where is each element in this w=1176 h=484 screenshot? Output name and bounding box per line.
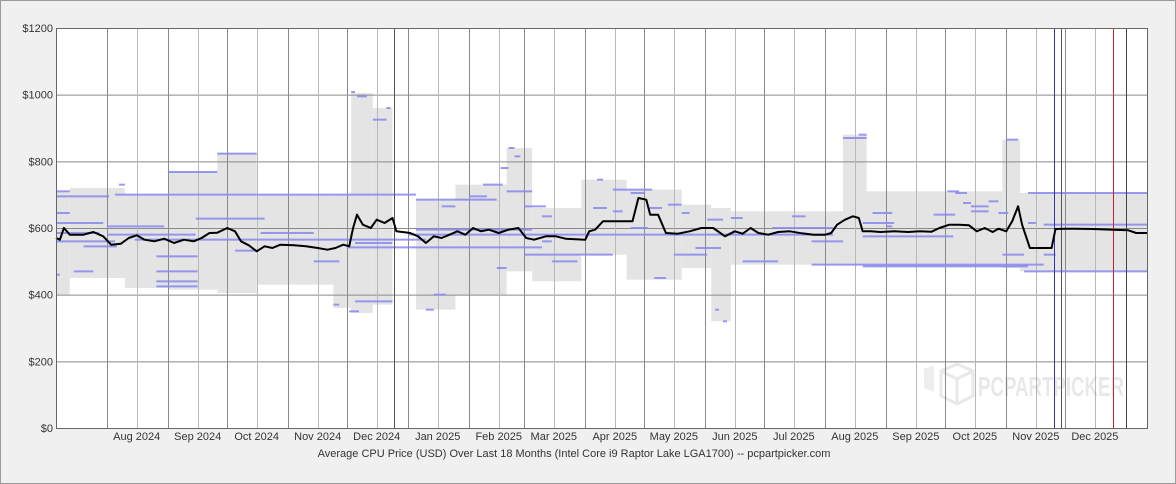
price-range-band xyxy=(506,148,533,272)
x-tick-label: Aug 2024 xyxy=(113,431,160,443)
x-tick-label: Sep 2024 xyxy=(174,431,221,443)
x-tick-label: Dec 2025 xyxy=(1071,431,1118,443)
y-tick-label: $0 xyxy=(41,423,53,435)
price-range-band xyxy=(532,208,582,282)
x-tick-label: Nov 2024 xyxy=(294,431,341,443)
price-range-band xyxy=(351,93,373,313)
watermark-wordmark: PCPARTPICKER xyxy=(978,371,1124,402)
x-tick-label: May 2025 xyxy=(650,431,698,443)
price-range-band xyxy=(416,199,456,310)
x-tick-label: Jun 2025 xyxy=(712,431,757,443)
x-tick-label: Nov 2025 xyxy=(1012,431,1059,443)
price-range-band xyxy=(124,194,169,288)
price-range-band xyxy=(168,171,218,290)
y-tick-label: $600 xyxy=(29,223,53,235)
price-range-band xyxy=(711,208,731,322)
price-range-band xyxy=(1020,193,1148,272)
pcpartpicker-watermark: PCPARTPICKER xyxy=(924,362,1124,406)
retailer-price-segments xyxy=(56,91,1148,323)
price-range-band xyxy=(843,134,867,265)
x-tick-label: Oct 2025 xyxy=(953,431,998,443)
price-range-band xyxy=(1002,139,1021,268)
average-price-series xyxy=(55,197,1148,253)
x-tick-label: Apr 2025 xyxy=(592,431,637,443)
y-tick-label: $1000 xyxy=(22,90,53,102)
average-price-line xyxy=(55,197,1148,253)
x-tick-label: Feb 2025 xyxy=(475,431,521,443)
price-range-band xyxy=(333,194,352,308)
price-range-band xyxy=(372,108,393,305)
x-tick-label: Dec 2024 xyxy=(353,431,400,443)
chart-title: Average CPU Price (USD) Over Last 18 Mon… xyxy=(318,448,831,460)
price-range-band xyxy=(455,184,507,295)
y-tick-label: $200 xyxy=(29,356,53,368)
x-tick-label: Jul 2025 xyxy=(773,431,815,443)
price-range-band xyxy=(581,179,627,255)
y-tick-label: $800 xyxy=(29,156,53,168)
x-tick-label: Aug 2025 xyxy=(831,431,878,443)
x-tick-label: Mar 2025 xyxy=(531,431,577,443)
x-tick-label: Oct 2024 xyxy=(234,431,279,443)
y-tick-label: $400 xyxy=(29,290,53,302)
price-range-band xyxy=(730,211,844,265)
x-tick-label: Jan 2025 xyxy=(415,431,460,443)
plot-border xyxy=(56,28,1148,429)
box-logo-icon xyxy=(924,362,975,406)
x-tick-label: Sep 2025 xyxy=(892,431,939,443)
axes: $0 $200 $400 $600 $800 $1000 $1200 Aug 2024 Sep … xyxy=(22,23,1148,443)
price-range-band xyxy=(681,204,712,268)
y-tick-label: $1200 xyxy=(22,23,53,35)
price-range-band xyxy=(56,191,70,295)
price-range-band xyxy=(217,153,257,293)
